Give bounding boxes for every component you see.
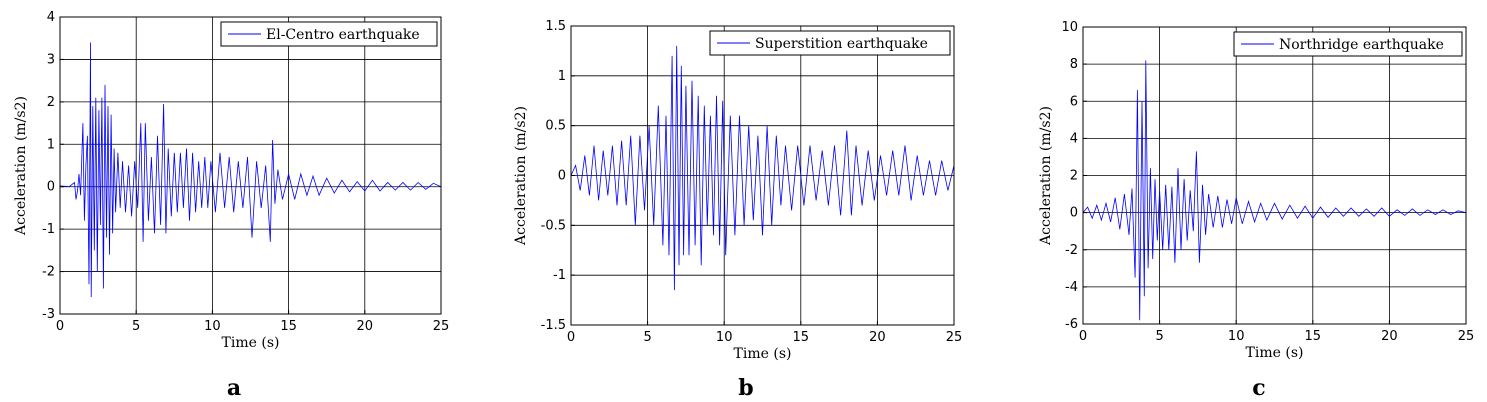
y-tick-label: -2 bbox=[42, 265, 55, 280]
x-tick-label: 25 bbox=[433, 319, 450, 334]
x-tick-label: 25 bbox=[1458, 329, 1475, 344]
x-tick-label: 0 bbox=[56, 319, 64, 334]
plot-area bbox=[60, 17, 441, 314]
y-tick-label: 3 bbox=[47, 52, 55, 67]
x-tick-label: 5 bbox=[1155, 329, 1163, 344]
y-tick-label: 4 bbox=[1070, 131, 1078, 146]
y-tick-label: 10 bbox=[1061, 20, 1078, 35]
y-tick-label: -1.5 bbox=[541, 318, 566, 333]
y-tick-label: 6 bbox=[1070, 94, 1078, 109]
legend-entry: Superstition earthquake bbox=[755, 36, 928, 52]
series-line-0 bbox=[1082, 60, 1467, 321]
x-tick-label: 10 bbox=[716, 330, 733, 345]
y-axis-label: Acceleration (m/s2) bbox=[13, 96, 29, 236]
panel-letter: a bbox=[227, 375, 241, 401]
x-axis-label: Time (s) bbox=[734, 346, 792, 362]
chart-panel-b: 0 5 10 15 20 25 -1.5 -1 -0.5 0 0.5 1 1.5 Time (s) Acce… bbox=[513, 19, 962, 401]
x-axis-label: Time (s) bbox=[222, 335, 280, 351]
y-axis-label: Acceleration (m/s2) bbox=[513, 106, 529, 246]
y-tick-label: 0 bbox=[1070, 206, 1078, 221]
y-tick-label: -0.5 bbox=[541, 218, 566, 233]
y-tick-label: -1 bbox=[553, 268, 566, 283]
legend-entry: El-Centro earthquake bbox=[266, 27, 420, 43]
x-tick-label: 10 bbox=[1228, 329, 1245, 344]
y-tick-label: 4 bbox=[47, 10, 55, 25]
x-tick-label: 15 bbox=[793, 330, 810, 345]
y-tick-label: 1 bbox=[558, 69, 566, 84]
x-tick-label: 0 bbox=[1079, 329, 1087, 344]
x-tick-label: 15 bbox=[280, 319, 297, 334]
y-tick-label: 0 bbox=[558, 169, 566, 184]
x-tick-label: 20 bbox=[1381, 329, 1398, 344]
x-tick-label: 20 bbox=[357, 319, 374, 334]
y-tick-label: 0 bbox=[47, 180, 55, 195]
x-tick-label: 25 bbox=[946, 330, 963, 345]
legend: Northridge earthquake bbox=[1233, 31, 1463, 57]
y-tick-label: 0.5 bbox=[545, 119, 566, 134]
legend: El-Centro earthquake bbox=[220, 21, 438, 47]
panel-letter: c bbox=[1252, 375, 1265, 401]
y-tick-label: -4 bbox=[1065, 280, 1078, 295]
y-tick-label: 1.5 bbox=[545, 19, 566, 34]
series-line-0 bbox=[59, 42, 442, 298]
x-tick-label: 10 bbox=[204, 319, 221, 334]
x-tick-label: 15 bbox=[1305, 329, 1322, 344]
series-line-0 bbox=[570, 45, 955, 291]
y-tick-label: -1 bbox=[42, 222, 55, 237]
y-tick-label: 8 bbox=[1070, 57, 1078, 72]
chart-panel-a: 0 5 10 15 20 25 -3 -2 -1 0 1 2 3 4 Time (s) Acceleratio… bbox=[13, 10, 449, 401]
y-axis-label: Acceleration (m/s2) bbox=[1038, 106, 1054, 246]
y-tick-label: 1 bbox=[47, 137, 55, 152]
y-tick-label: 2 bbox=[1070, 169, 1078, 184]
x-tick-label: 20 bbox=[869, 330, 886, 345]
x-tick-label: 5 bbox=[132, 319, 140, 334]
y-tick-label: 2 bbox=[47, 95, 55, 110]
y-tick-label: -3 bbox=[42, 307, 55, 322]
x-tick-label: 0 bbox=[567, 330, 575, 345]
plot-frame bbox=[59, 16, 442, 315]
legend: Superstition earthquake bbox=[709, 30, 951, 56]
x-tick-label: 5 bbox=[643, 330, 651, 345]
y-tick-label: -2 bbox=[1065, 243, 1078, 258]
x-axis-label: Time (s) bbox=[1246, 345, 1304, 361]
y-tick-label: -6 bbox=[1065, 317, 1078, 332]
panel-letter: b bbox=[738, 375, 753, 401]
legend-entry: Northridge earthquake bbox=[1279, 37, 1444, 53]
